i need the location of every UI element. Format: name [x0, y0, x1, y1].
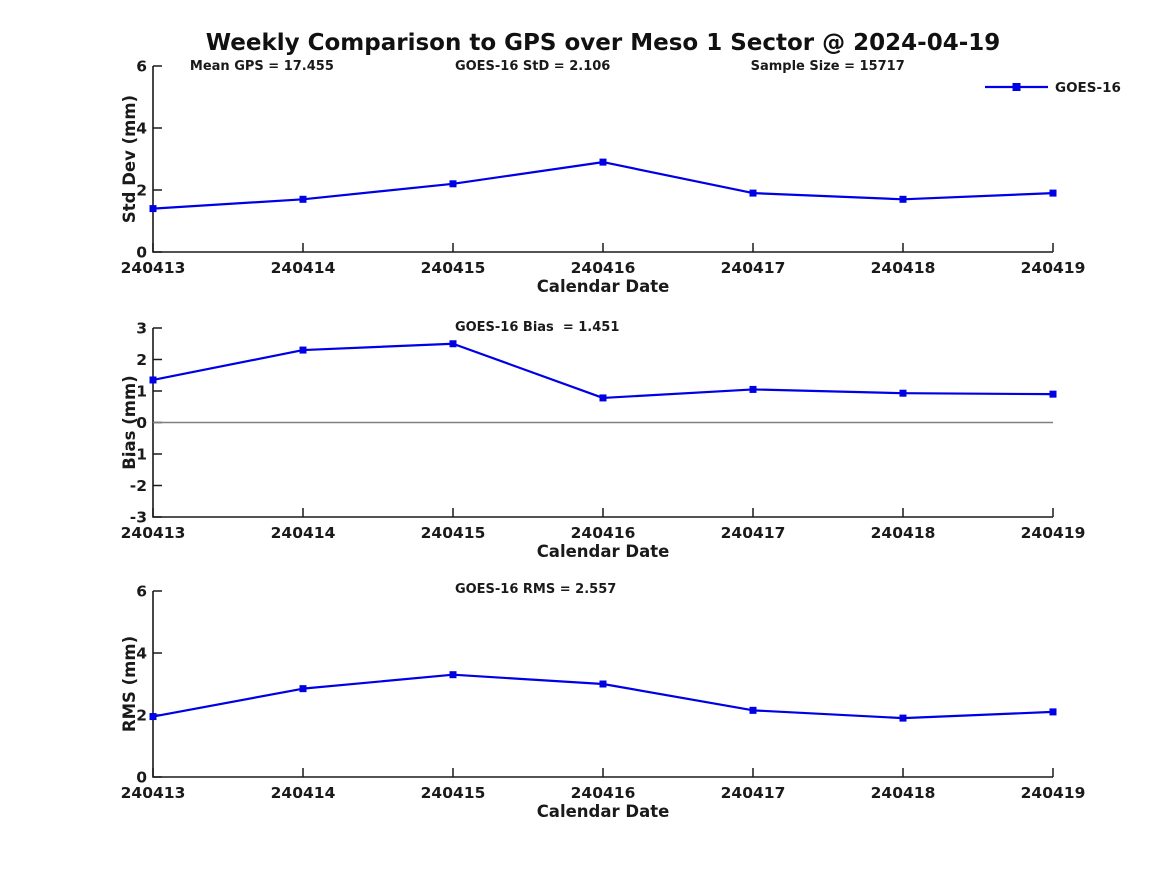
- y-tick-label: -1: [130, 446, 147, 464]
- y-tick-label: 4: [136, 120, 147, 138]
- y-tick-label: 6: [136, 583, 147, 601]
- y-tick-label: 0: [136, 244, 147, 262]
- data-point-marker: [749, 189, 757, 197]
- y-tick-label: 3: [136, 320, 147, 338]
- x-tick-label: 240416: [571, 259, 636, 277]
- x-tick-label: 240419: [1021, 524, 1086, 542]
- y-tick-label: -2: [130, 477, 147, 495]
- stat-annotation: Mean GPS = 17.455: [190, 59, 334, 74]
- data-point-marker: [599, 158, 607, 166]
- x-tick-label: 240414: [271, 524, 336, 542]
- data-point-marker: [299, 685, 307, 693]
- x-tick-label: 240418: [871, 784, 936, 802]
- x-tick-label: 240415: [421, 784, 486, 802]
- stat-annotation: GOES-16 Bias = 1.451: [455, 320, 619, 335]
- series-line: [152, 342, 1054, 400]
- data-point-marker: [449, 671, 457, 679]
- x-tick-label: 240415: [421, 259, 486, 277]
- y-tick-label: 0: [136, 414, 147, 432]
- x-tick-label: 240414: [271, 784, 336, 802]
- data-point-marker: [1049, 708, 1057, 716]
- x-tick-label: 240413: [121, 784, 186, 802]
- data-point-marker: [149, 205, 157, 213]
- legend-marker-icon: [1012, 83, 1021, 91]
- x-tick-label: 240416: [571, 524, 636, 542]
- figure-title: Weekly Comparison to GPS over Meso 1 Sec…: [205, 30, 1001, 56]
- x-tick-label: 240419: [1021, 784, 1086, 802]
- series-line: [152, 161, 1054, 210]
- data-point-marker: [599, 680, 607, 688]
- data-point-marker: [599, 394, 607, 402]
- data-point-marker: [149, 713, 157, 721]
- x-tick-label: 240417: [721, 259, 786, 277]
- y-tick-label: 6: [136, 58, 147, 76]
- y-tick-label: 0: [136, 769, 147, 787]
- x-axis-title: Calendar Date: [537, 542, 670, 561]
- x-tick-label: 240413: [121, 524, 186, 542]
- x-tick-label: 240418: [871, 524, 936, 542]
- data-point-marker: [449, 180, 457, 188]
- x-tick-label: 240413: [121, 259, 186, 277]
- data-point-marker: [299, 195, 307, 203]
- y-axis-title: RMS (mm): [120, 636, 139, 732]
- x-tick-label: 240416: [571, 784, 636, 802]
- y-tick-label: 2: [136, 707, 147, 725]
- data-point-marker: [749, 385, 757, 393]
- y-tick-label: 4: [136, 645, 147, 663]
- data-point-marker: [899, 195, 907, 203]
- x-tick-label: 240418: [871, 259, 936, 277]
- data-point-marker: [1049, 390, 1057, 398]
- x-tick-label: 240415: [421, 524, 486, 542]
- data-point-marker: [899, 389, 907, 397]
- data-point-marker: [449, 340, 457, 348]
- x-tick-label: 240417: [721, 784, 786, 802]
- y-axis-title: Bias (mm): [120, 375, 139, 469]
- data-point-marker: [299, 346, 307, 354]
- data-point-marker: [899, 714, 907, 722]
- legend-label: GOES-16: [1055, 80, 1121, 96]
- x-tick-label: 240414: [271, 259, 336, 277]
- data-point-marker: [749, 706, 757, 714]
- y-axis-title: Std Dev (mm): [120, 95, 139, 223]
- data-point-marker: [149, 376, 157, 384]
- data-point-marker: [1049, 189, 1057, 197]
- x-axis-title: Calendar Date: [537, 277, 670, 296]
- stat-annotation: Sample Size = 15717: [751, 59, 905, 74]
- y-tick-label: -3: [130, 509, 147, 527]
- y-tick-label: 2: [136, 182, 147, 200]
- stat-annotation: GOES-16 StD = 2.106: [455, 59, 610, 74]
- stat-annotation: GOES-16 RMS = 2.557: [455, 582, 616, 597]
- x-tick-label: 240419: [1021, 259, 1086, 277]
- x-axis-title: Calendar Date: [537, 802, 670, 821]
- x-tick-label: 240417: [721, 524, 786, 542]
- y-tick-label: 2: [136, 351, 147, 369]
- y-tick-label: 1: [136, 383, 147, 401]
